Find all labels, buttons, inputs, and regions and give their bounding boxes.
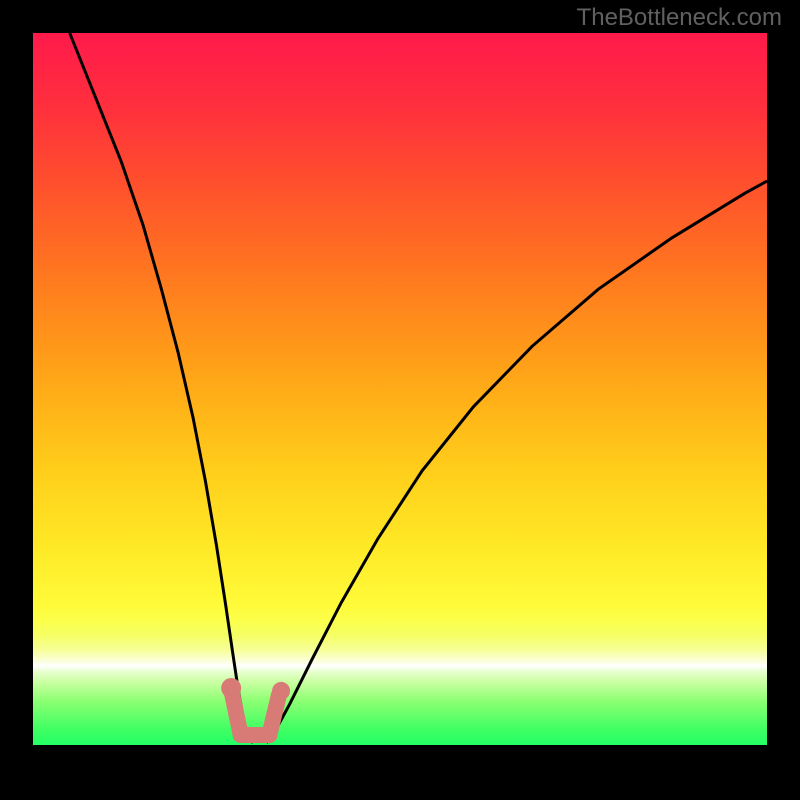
marker-left-dot <box>221 678 241 698</box>
plot-baseline <box>33 745 767 767</box>
plot-background <box>33 33 767 767</box>
watermark-text: TheBottleneck.com <box>577 4 782 32</box>
marker-right-seg <box>269 695 279 735</box>
marker-right-dot <box>272 682 290 700</box>
chart-frame: TheBottleneck.com <box>0 0 800 800</box>
bottleneck-chart <box>0 0 800 800</box>
